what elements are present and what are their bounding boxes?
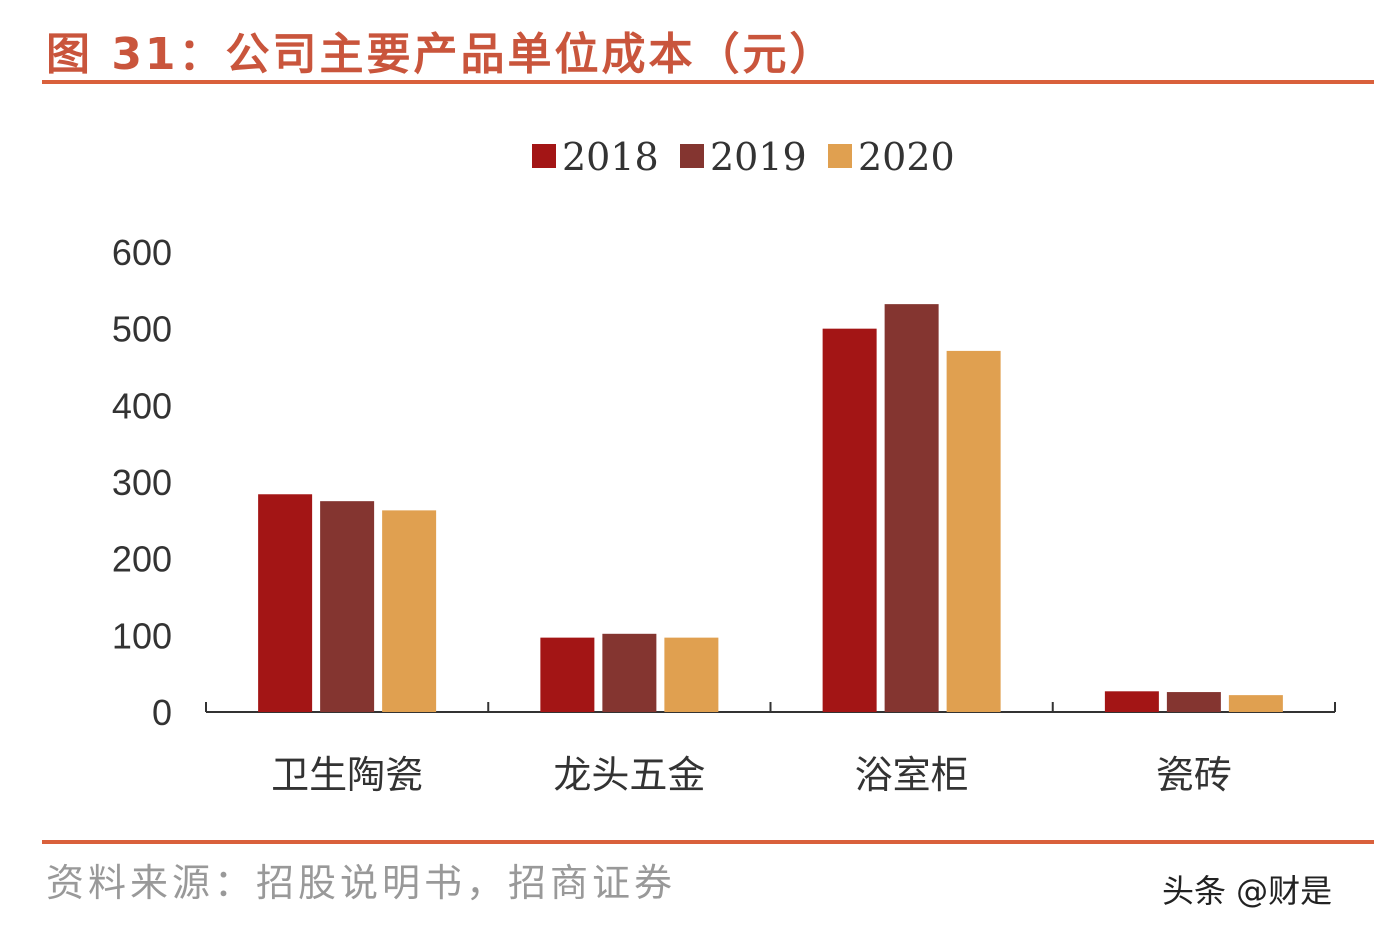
y-tick-label: 100 [112, 615, 172, 656]
bar-2020 [1228, 695, 1283, 712]
bar-2019 [602, 633, 657, 712]
legend-swatch-2019 [680, 144, 704, 168]
y-tick-label: 400 [112, 385, 172, 426]
watermark: 头条 @财是 [1162, 872, 1333, 910]
bar-2018 [540, 637, 595, 712]
legend-swatch-2020 [828, 144, 852, 168]
bar-2019 [1166, 692, 1221, 712]
bar-2020 [664, 637, 719, 712]
y-tick-label: 300 [112, 462, 172, 503]
y-tick-label: 0 [152, 692, 172, 733]
bar-2019 [884, 304, 939, 712]
x-tick-label: 瓷砖 [1156, 753, 1232, 797]
figure-title: 图 31：公司主要产品单位成本（元） [46, 29, 837, 80]
source-rule [42, 840, 1374, 844]
title-rule [42, 80, 1374, 84]
x-tick-label: 龙头五金 [553, 753, 705, 797]
y-tick-label: 600 [112, 232, 172, 273]
legend-label-2019: 2019 [710, 135, 807, 179]
legend-swatch-2018 [532, 144, 556, 168]
bar-2018 [258, 494, 313, 712]
bar-2020 [382, 510, 437, 712]
legend-label-2018: 2018 [562, 135, 659, 179]
source-note: 资料来源：招股说明书，招商证券 [46, 861, 677, 905]
bar-2020 [946, 350, 1001, 712]
bar-2018 [822, 328, 877, 712]
x-tick-label: 卫生陶瓷 [271, 753, 423, 797]
legend-label-2020: 2020 [858, 135, 955, 179]
y-tick-label: 500 [112, 309, 172, 350]
bar-2018 [1104, 691, 1159, 712]
x-tick-label: 浴室柜 [855, 753, 969, 797]
y-tick-label: 200 [112, 539, 172, 580]
bar-2019 [320, 501, 375, 712]
